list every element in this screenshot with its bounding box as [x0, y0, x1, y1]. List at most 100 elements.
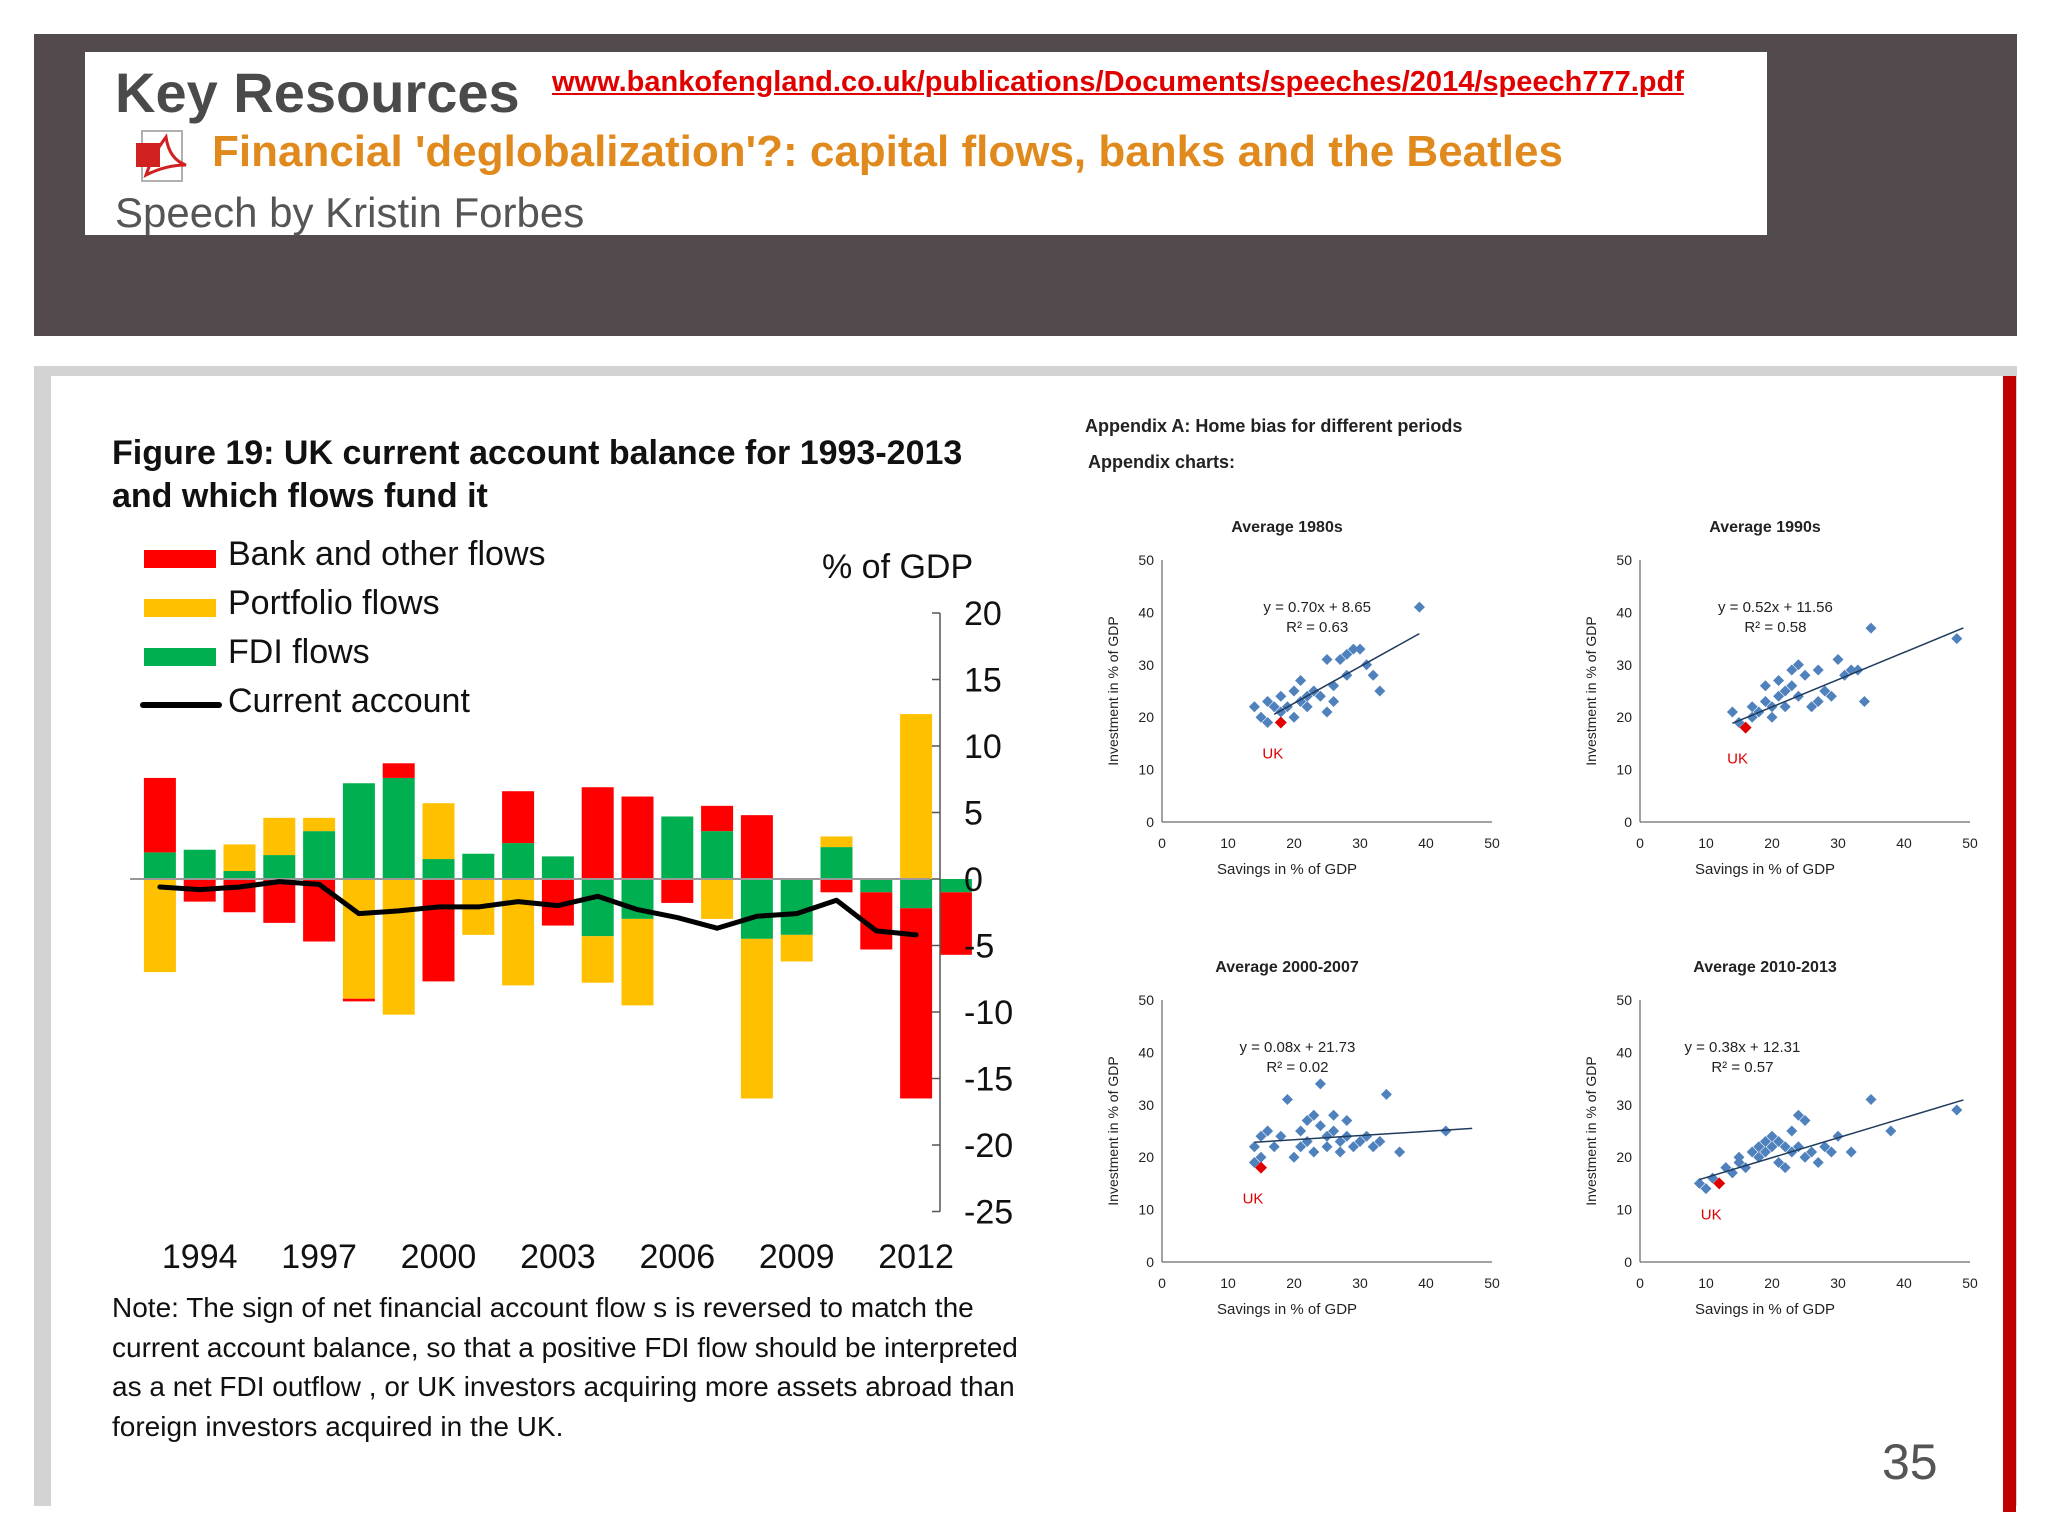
bar-fdi-flows-2009 — [780, 879, 813, 935]
bar-portfolio-flows-1998 — [342, 879, 375, 999]
scatter-x-tick-label: 50 — [1962, 1275, 1978, 1291]
x-tick-label: 2012 — [878, 1238, 954, 1276]
uk-point — [1739, 721, 1752, 734]
scatter-y-tick-label: 40 — [1138, 604, 1154, 620]
scatter-point — [1341, 1115, 1353, 1127]
scatter-point — [1806, 1146, 1818, 1158]
scatter-point — [1759, 1135, 1771, 1147]
legend-swatch-bank — [144, 550, 216, 568]
scatter-y-tick-label: 40 — [1616, 604, 1632, 620]
uk-point — [1274, 716, 1287, 729]
x-tick-label: 2000 — [401, 1238, 477, 1276]
r-squared: R² = 0.57 — [1711, 1059, 1773, 1076]
scatter-y-tick-label: 40 — [1616, 1044, 1632, 1060]
scatter-x-tick-label: 30 — [1352, 1275, 1368, 1291]
scatter-point — [1779, 1141, 1791, 1153]
scatter-point — [1328, 695, 1340, 707]
regression-equation: y = 0.52x + 11.56 — [1718, 599, 1833, 616]
y-tick-label: -25 — [964, 1194, 1013, 1232]
bar-bank-and-other-flows-2013 — [939, 892, 972, 955]
y-tick-label: -10 — [964, 994, 1013, 1032]
scatter-point — [1361, 1130, 1373, 1142]
scatter-point — [1766, 1141, 1778, 1153]
scatter-point — [1799, 1115, 1811, 1127]
scatter-x-tick-label: 40 — [1418, 835, 1434, 851]
scatter-chart-1990s: Average 1990s 0 10 20 30 40 50 0 10 20 30 40 50 Savin… — [1583, 519, 1978, 878]
bar-bank-and-other-flows-1998 — [342, 998, 375, 1002]
scatter-point — [1812, 695, 1824, 707]
bar-portfolio-flows-2009 — [780, 934, 813, 962]
bar-bank-and-other-flows-2007 — [701, 805, 734, 832]
x-tick-label: 2006 — [639, 1238, 715, 1276]
scatter-x-tick-label: 40 — [1418, 1275, 1434, 1291]
bar-portfolio-flows-1995 — [223, 844, 256, 872]
bar-bank-and-other-flows-1993 — [143, 777, 176, 853]
scatter-point — [1295, 1125, 1307, 1137]
scatter-point — [1773, 675, 1785, 687]
scatter-title: Average 2000-2007 — [1215, 959, 1359, 976]
speech-pdf-link[interactable]: www.bankofengland.co.uk/publications/Doc… — [552, 66, 1684, 98]
scatter-x-tick-label: 30 — [1830, 1275, 1846, 1291]
scatter-x-tick-label: 30 — [1352, 835, 1368, 851]
legend-label: Portfolio flows — [228, 584, 440, 622]
scatter-point — [1792, 1109, 1804, 1121]
scatter-y-tick-label: 50 — [1138, 552, 1154, 568]
scatter-point — [1354, 643, 1366, 655]
x-tick-label: 1994 — [162, 1238, 238, 1276]
bar-portfolio-flows-1993 — [143, 879, 176, 973]
scatter-point — [1341, 648, 1353, 660]
scatter-y-tick-label: 20 — [1616, 709, 1632, 725]
scatter-point — [1262, 1125, 1274, 1137]
bar-bank-and-other-flows-2008 — [740, 815, 773, 879]
pdf-icon[interactable] — [132, 127, 190, 185]
scatter-point — [1255, 1130, 1267, 1142]
bar-portfolio-flows-2004 — [581, 936, 614, 983]
scatter-y-tick-label: 0 — [1146, 814, 1154, 830]
key-resources-title: Key Resources — [115, 61, 520, 124]
uk-label: UK — [1243, 1191, 1264, 1208]
y-tick-label: 5 — [964, 795, 983, 833]
scatter-x-tick-label: 50 — [1962, 835, 1978, 851]
scatter-y-tick-label: 10 — [1138, 762, 1154, 778]
scatter-point — [1773, 1135, 1785, 1147]
scatter-point — [1262, 695, 1274, 707]
scatter-point — [1825, 690, 1837, 702]
scatter-point — [1819, 685, 1831, 697]
scatter-point — [1733, 1151, 1745, 1163]
scatter-x-tick-label: 20 — [1286, 835, 1302, 851]
scatter-x-label: Savings in % of GDP — [1695, 1301, 1835, 1318]
scatter-point — [1328, 1125, 1340, 1137]
bar-fdi-flows-2013 — [939, 879, 972, 893]
scatter-point — [1268, 1141, 1280, 1153]
page-number: 35 — [1882, 1434, 1938, 1490]
scatter-point — [1786, 1125, 1798, 1137]
scatter-point — [1347, 643, 1359, 655]
appendix-title: Appendix A: Home bias for different peri… — [1085, 416, 1463, 436]
r-squared: R² = 0.58 — [1744, 619, 1806, 636]
bar-bank-and-other-flows-2012 — [900, 908, 933, 1099]
scatter-point — [1321, 706, 1333, 718]
scatter-y-tick-label: 0 — [1624, 1254, 1632, 1270]
scatter-point — [1799, 1151, 1811, 1163]
pdf-title[interactable]: Financial 'deglobalization'?: capital fl… — [212, 127, 1563, 176]
scatter-x-tick-label: 20 — [1764, 1275, 1780, 1291]
scatter-point — [1380, 1088, 1392, 1100]
bar-portfolio-flows-2007 — [701, 879, 734, 919]
scatter-point — [1321, 1130, 1333, 1142]
scatter-y-tick-label: 30 — [1138, 657, 1154, 673]
bar-fdi-flows-2002 — [502, 843, 535, 879]
scatter-point — [1740, 1162, 1752, 1174]
appendix-subtitle: Appendix charts: — [1088, 452, 1236, 472]
scatter-point — [1295, 1141, 1307, 1153]
scatter-point — [1885, 1125, 1897, 1137]
regression-equation: y = 0.70x + 8.65 — [1263, 599, 1371, 616]
x-tick-label: 2003 — [520, 1238, 596, 1276]
regression-equation: y = 0.08x + 21.73 — [1239, 1039, 1355, 1056]
bar-bank-and-other-flows-1999 — [382, 763, 415, 778]
scatter-point — [1746, 1146, 1758, 1158]
y-tick-label: -20 — [964, 1127, 1013, 1165]
bar-fdi-flows-1993 — [143, 852, 176, 879]
scatter-point — [1321, 654, 1333, 666]
scatter-point — [1951, 633, 1963, 645]
scatter-point — [1865, 1094, 1877, 1106]
